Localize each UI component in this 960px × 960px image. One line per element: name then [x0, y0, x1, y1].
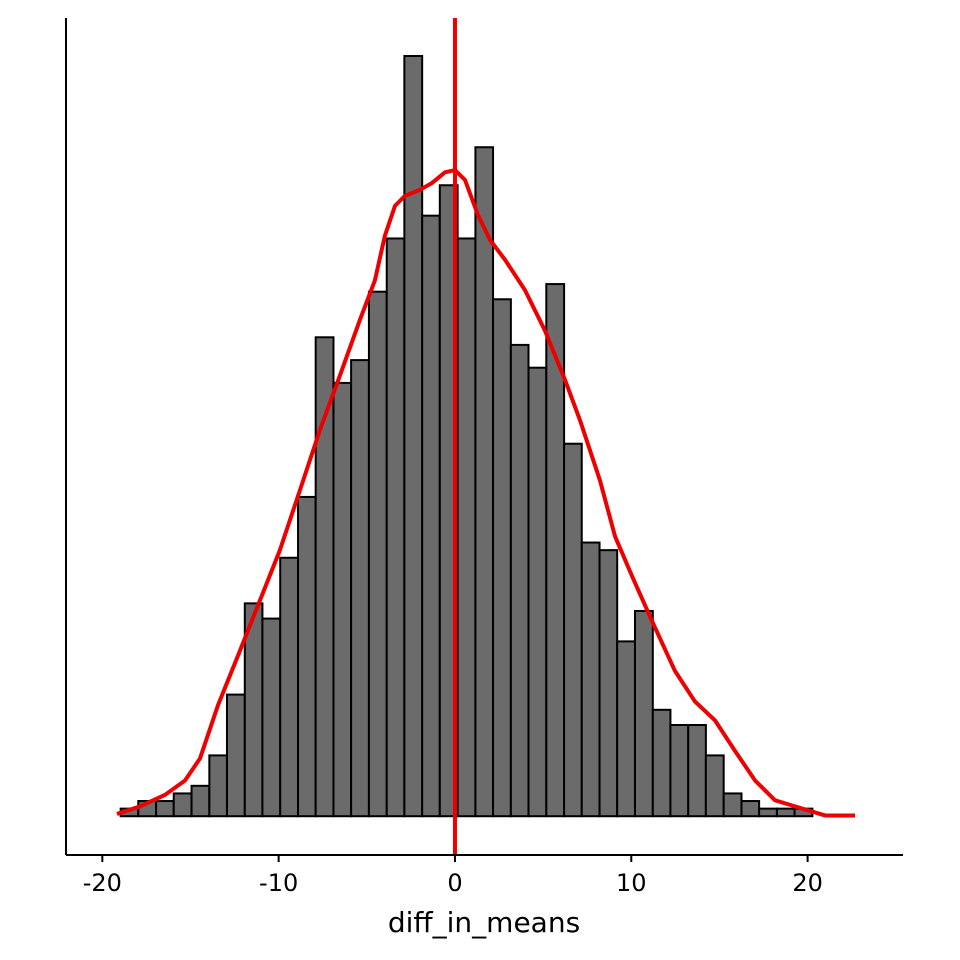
bar	[722, 792, 743, 818]
x-tick-label: -20	[83, 869, 122, 897]
bar	[669, 724, 690, 818]
bar	[208, 754, 228, 818]
bar	[190, 784, 211, 818]
bar	[456, 237, 477, 818]
bar	[314, 336, 335, 818]
bar	[527, 366, 548, 818]
bar	[633, 609, 654, 818]
bar	[687, 724, 707, 818]
x-tick-label: 20	[792, 869, 823, 897]
x-axis-label: diff_in_means	[388, 906, 580, 939]
density-curve	[116, 167, 856, 818]
bar	[580, 541, 601, 818]
bar	[616, 640, 636, 818]
bar	[492, 298, 512, 818]
bar	[297, 495, 317, 818]
bar	[261, 617, 282, 818]
x-tick-label: -10	[259, 869, 298, 897]
bar	[545, 283, 566, 818]
bar	[385, 237, 406, 818]
bar	[225, 693, 246, 818]
bar	[474, 146, 495, 818]
bar	[350, 359, 370, 818]
bar	[704, 754, 725, 818]
bar	[332, 381, 353, 818]
bar	[172, 792, 193, 818]
x-tick-label: 0	[447, 869, 462, 897]
bar	[740, 800, 761, 818]
bar	[367, 290, 388, 818]
bar	[758, 807, 778, 818]
bar	[563, 442, 583, 818]
bar	[598, 549, 619, 818]
bar	[509, 343, 530, 818]
bar	[403, 55, 424, 818]
bar	[775, 807, 796, 818]
bar	[279, 556, 300, 818]
bar	[421, 214, 441, 818]
bar	[651, 708, 672, 818]
bar	[155, 800, 175, 818]
x-tick-label: 10	[616, 869, 647, 897]
